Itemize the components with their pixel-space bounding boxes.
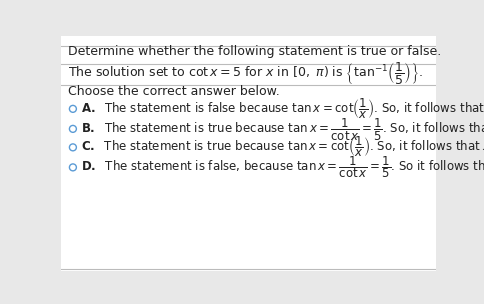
Circle shape xyxy=(69,105,76,112)
Text: Determine whether the following statement is true or false.: Determine whether the following statemen… xyxy=(68,45,441,58)
Text: $\mathbf{D.}$  The statement is false, because $\tan x = \dfrac{1}{\cot x} = \df: $\mathbf{D.}$ The statement is false, be… xyxy=(81,154,484,180)
FancyBboxPatch shape xyxy=(60,36,436,271)
Text: $\mathbf{A.}$  The statement is false because $\tan x = \cot\!\left(\dfrac{1}{x}: $\mathbf{A.}$ The statement is false bec… xyxy=(81,96,484,122)
Circle shape xyxy=(69,144,76,151)
Circle shape xyxy=(69,164,76,171)
Text: The solution set to $\cot x = 5$ for $x$ in $[0,\ \pi)$ is $\left\{ \tan^{-1}\!\: The solution set to $\cot x = 5$ for $x$… xyxy=(68,60,423,86)
Text: $\mathbf{C.}$  The statement is true because $\tan x = \cot\!\left(\dfrac{1}{x}\: $\mathbf{C.}$ The statement is true beca… xyxy=(81,134,484,161)
Circle shape xyxy=(69,126,76,132)
Text: $\mathbf{B.}$  The statement is true because $\tan x = \dfrac{1}{\cot x} = \dfra: $\mathbf{B.}$ The statement is true beca… xyxy=(81,116,484,142)
Text: Choose the correct answer below.: Choose the correct answer below. xyxy=(68,85,280,98)
